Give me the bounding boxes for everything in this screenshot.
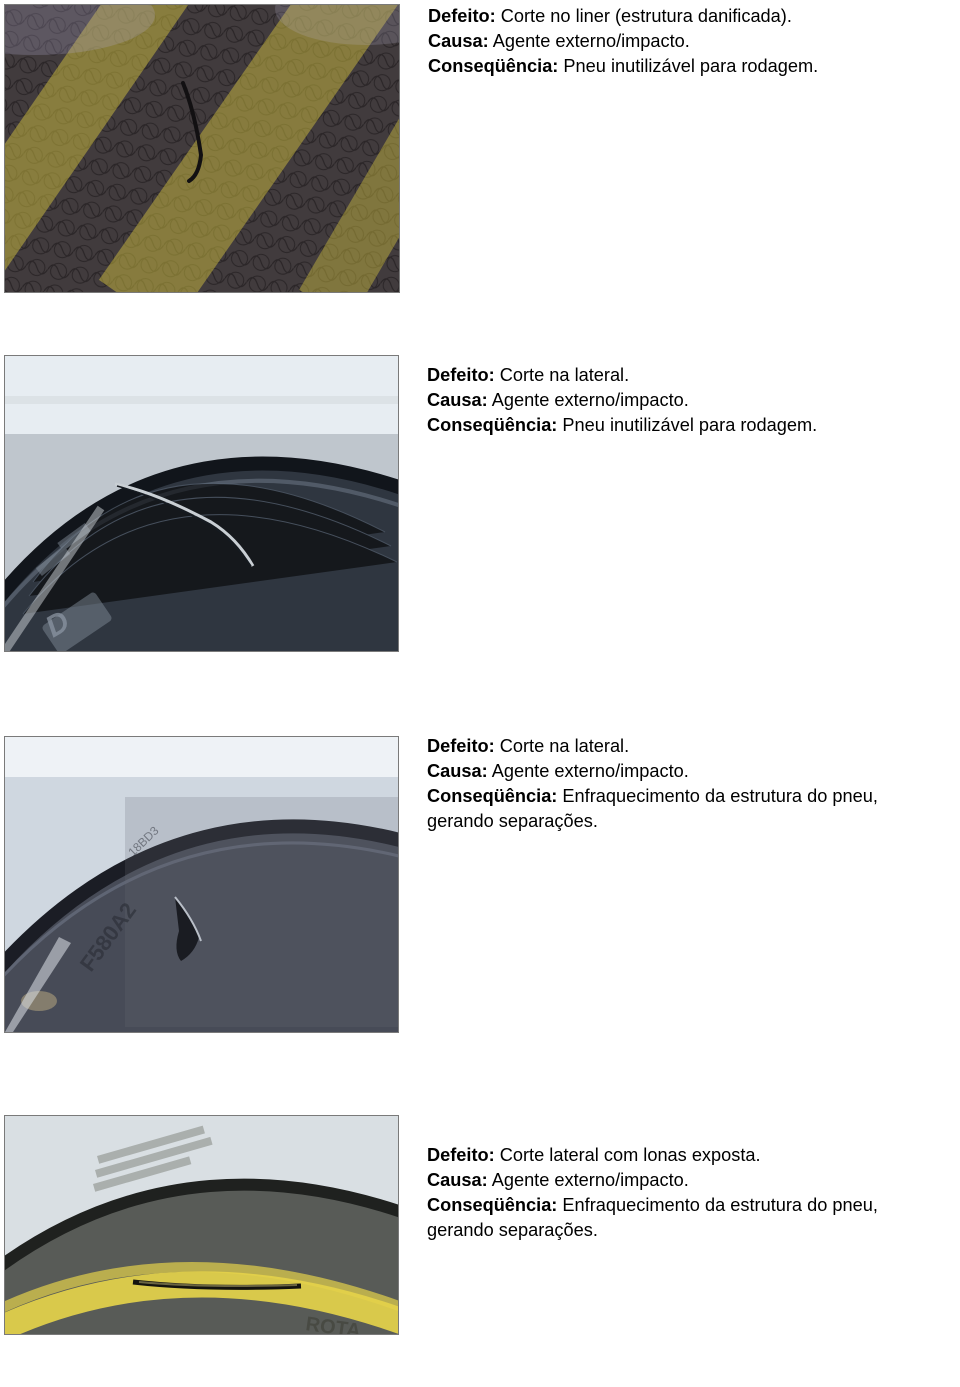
consequence-line: Conseqüência: Enfraquecimento da estrutu… bbox=[427, 784, 940, 834]
defect-value: Corte na lateral. bbox=[495, 736, 629, 756]
defect-text-block: Defeito: Corte na lateral. Causa: Agente… bbox=[427, 363, 960, 438]
defect-text-block: Defeito: Corte na lateral. Causa: Agente… bbox=[427, 734, 960, 834]
defect-entry: D Defeito: Corte na lateral. Causa: Agen… bbox=[0, 355, 960, 652]
cause-value: Agente externo/impacto. bbox=[488, 761, 689, 781]
defect-label: Defeito: bbox=[428, 6, 496, 26]
defect-text-block: Defeito: Corte no liner (estrutura danif… bbox=[428, 4, 960, 79]
defect-value: Corte no liner (estrutura danificada). bbox=[496, 6, 792, 26]
defect-value: Corte lateral com lonas exposta. bbox=[495, 1145, 761, 1165]
cause-line: Causa: Agente externo/impacto. bbox=[428, 29, 940, 54]
cause-label: Causa: bbox=[427, 390, 488, 410]
cause-line: Causa: Agente externo/impacto. bbox=[427, 1168, 940, 1193]
consequence-label: Conseqüência: bbox=[427, 1195, 557, 1215]
defect-photo: D bbox=[4, 355, 399, 652]
consequence-value: Pneu inutilizável para rodagem. bbox=[557, 415, 817, 435]
defect-entry: F580A2 18BD3 Defeito: Corte na lateral. … bbox=[0, 736, 960, 1033]
defect-label: Defeito: bbox=[427, 736, 495, 756]
defect-value: Corte na lateral. bbox=[495, 365, 629, 385]
consequence-line: Conseqüência: Pneu inutilizável para rod… bbox=[428, 54, 940, 79]
defect-line: Defeito: Corte no liner (estrutura danif… bbox=[428, 4, 940, 29]
consequence-label: Conseqüência: bbox=[428, 56, 558, 76]
cause-value: Agente externo/impacto. bbox=[488, 390, 689, 410]
consequence-line: Conseqüência: Pneu inutilizável para rod… bbox=[427, 413, 940, 438]
defect-line: Defeito: Corte na lateral. bbox=[427, 363, 940, 388]
defect-label: Defeito: bbox=[427, 365, 495, 385]
defect-line: Defeito: Corte na lateral. bbox=[427, 734, 940, 759]
defect-entry: Defeito: Corte no liner (estrutura danif… bbox=[0, 4, 960, 293]
defect-label: Defeito: bbox=[427, 1145, 495, 1165]
cause-value: Agente externo/impacto. bbox=[488, 1170, 689, 1190]
cause-value: Agente externo/impacto. bbox=[489, 31, 690, 51]
cause-label: Causa: bbox=[427, 1170, 488, 1190]
defect-entry: ROTA Defeito: Corte lateral com lonas ex… bbox=[0, 1115, 960, 1335]
consequence-label: Conseqüência: bbox=[427, 786, 557, 806]
defect-line: Defeito: Corte lateral com lonas exposta… bbox=[427, 1143, 940, 1168]
cause-line: Causa: Agente externo/impacto. bbox=[427, 759, 940, 784]
consequence-value: Pneu inutilizável para rodagem. bbox=[558, 56, 818, 76]
cause-line: Causa: Agente externo/impacto. bbox=[427, 388, 940, 413]
cause-label: Causa: bbox=[428, 31, 489, 51]
defect-photo: ROTA bbox=[4, 1115, 399, 1335]
defect-photo: F580A2 18BD3 bbox=[4, 736, 399, 1033]
defect-text-block: Defeito: Corte lateral com lonas exposta… bbox=[427, 1143, 960, 1243]
cause-label: Causa: bbox=[427, 761, 488, 781]
consequence-line: Conseqüência: Enfraquecimento da estrutu… bbox=[427, 1193, 940, 1243]
defect-photo bbox=[4, 4, 400, 293]
consequence-label: Conseqüência: bbox=[427, 415, 557, 435]
